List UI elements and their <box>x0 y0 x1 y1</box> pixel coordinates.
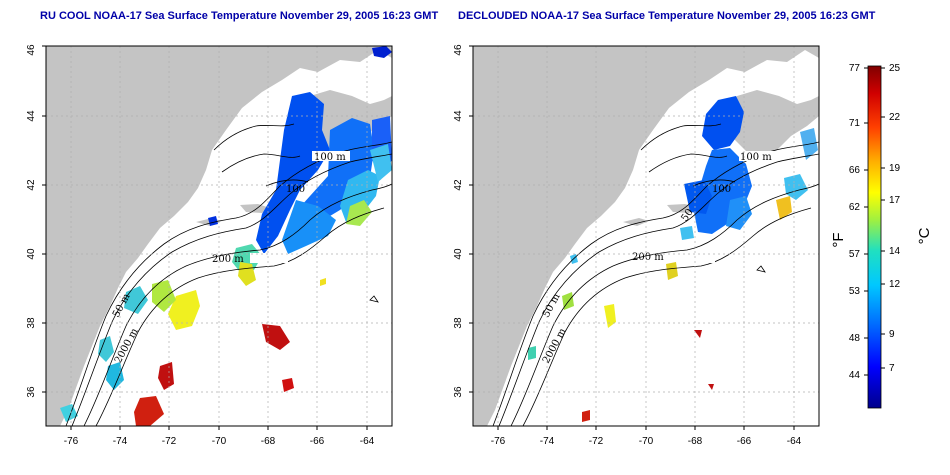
left-y-tick: 38 <box>26 317 37 329</box>
left-x-tick: -66 <box>310 436 325 447</box>
right-200m-label-bg <box>677 253 715 263</box>
left-grid <box>46 46 392 426</box>
left-sst-patches <box>60 46 392 426</box>
left-tick-marks <box>42 45 368 430</box>
right-contour-label-100: 100 <box>712 184 731 195</box>
colorbar-celsius-tick: 14 <box>889 246 901 257</box>
right-y-tick: 36 <box>453 386 464 398</box>
left-contour-label-200m: 200 m <box>212 254 244 265</box>
colorbar-celsius-tick: 7 <box>889 363 895 374</box>
right-y-tick: 42 <box>453 179 464 191</box>
left-x-tick: -68 <box>261 436 276 447</box>
colorbar-celsius-tick: 9 <box>889 329 895 340</box>
colorbar-fahrenheit-tick: 77 <box>849 63 861 74</box>
right-y-tick: 40 <box>453 248 464 260</box>
right-contour-label-100m: 100 m <box>740 152 772 163</box>
colorbar-fahrenheit-tick: 62 <box>849 202 861 213</box>
right-x-tick: -76 <box>491 436 506 447</box>
left-panel-title: RU COOL NOAA-17 Sea Surface Temperature … <box>40 10 439 22</box>
left-x-tick: -72 <box>162 436 177 447</box>
colorbar-celsius-tick: 25 <box>889 63 901 74</box>
left-x-tick: -76 <box>64 436 79 447</box>
colorbar-celsius-tick: 19 <box>889 163 901 174</box>
colorbar-fahrenheit-tick: 53 <box>849 286 861 297</box>
left-map: 200 m 100 m 100 50 m 2000 m <box>26 44 393 447</box>
colorbar-fahrenheit-tick: 44 <box>849 370 861 381</box>
colorbar-celsius-tick: 22 <box>889 112 901 123</box>
right-sst-patches <box>528 96 818 422</box>
right-y-tick: 44 <box>453 110 464 122</box>
right-x-tick: -68 <box>688 436 703 447</box>
colorbar-fahrenheit-tick: 57 <box>849 249 861 260</box>
right-contour-label-200m: 200 m <box>632 252 664 263</box>
right-panel-title: DECLOUDED NOAA-17 Sea Surface Temperatur… <box>458 10 876 22</box>
right-x-tick: -74 <box>540 436 555 447</box>
left-200m-label-bg <box>250 253 288 263</box>
right-x-tick: -64 <box>787 436 802 447</box>
right-100m-label-bg <box>739 151 777 161</box>
colorbar-celsius-unit: °C <box>916 227 933 244</box>
left-y-tick: 36 <box>26 386 37 398</box>
right-x-tick: -70 <box>639 436 654 447</box>
left-y-tick: 40 <box>26 248 37 260</box>
right-y-tick: 38 <box>453 317 464 329</box>
right-map: 200 m 100 m 100 50 50 m 2000 m <box>453 44 820 447</box>
right-x-tick: -72 <box>589 436 604 447</box>
colorbar-fahrenheit-unit: °F <box>830 232 847 247</box>
right-grid <box>473 46 819 426</box>
colorbar-gradient <box>867 65 882 409</box>
left-x-tick: -70 <box>212 436 227 447</box>
right-x-tick: -66 <box>737 436 752 447</box>
left-x-tick: -74 <box>113 436 128 447</box>
left-contour-label-100m: 100 m <box>314 152 346 163</box>
right-y-tick: 46 <box>453 44 464 56</box>
left-x-tick: -64 <box>360 436 375 447</box>
left-y-tick: 44 <box>26 110 37 122</box>
colorbar-fahrenheit-tick: 48 <box>849 333 861 344</box>
left-contour-label-100: 100 <box>286 184 305 195</box>
colorbar-fahrenheit-tick: 71 <box>849 118 861 129</box>
colorbar: 77 71 66 62 57 53 48 44 25 22 19 17 14 1… <box>830 63 933 409</box>
colorbar-celsius-tick: 17 <box>889 195 901 206</box>
left-100m-label-bg <box>312 151 350 161</box>
left-y-tick: 42 <box>26 179 37 191</box>
left-y-tick: 46 <box>26 44 37 56</box>
right-tick-marks <box>469 45 795 430</box>
colorbar-ticks <box>864 67 885 376</box>
colorbar-celsius-tick: 12 <box>889 279 901 290</box>
colorbar-fahrenheit-tick: 66 <box>849 165 861 176</box>
